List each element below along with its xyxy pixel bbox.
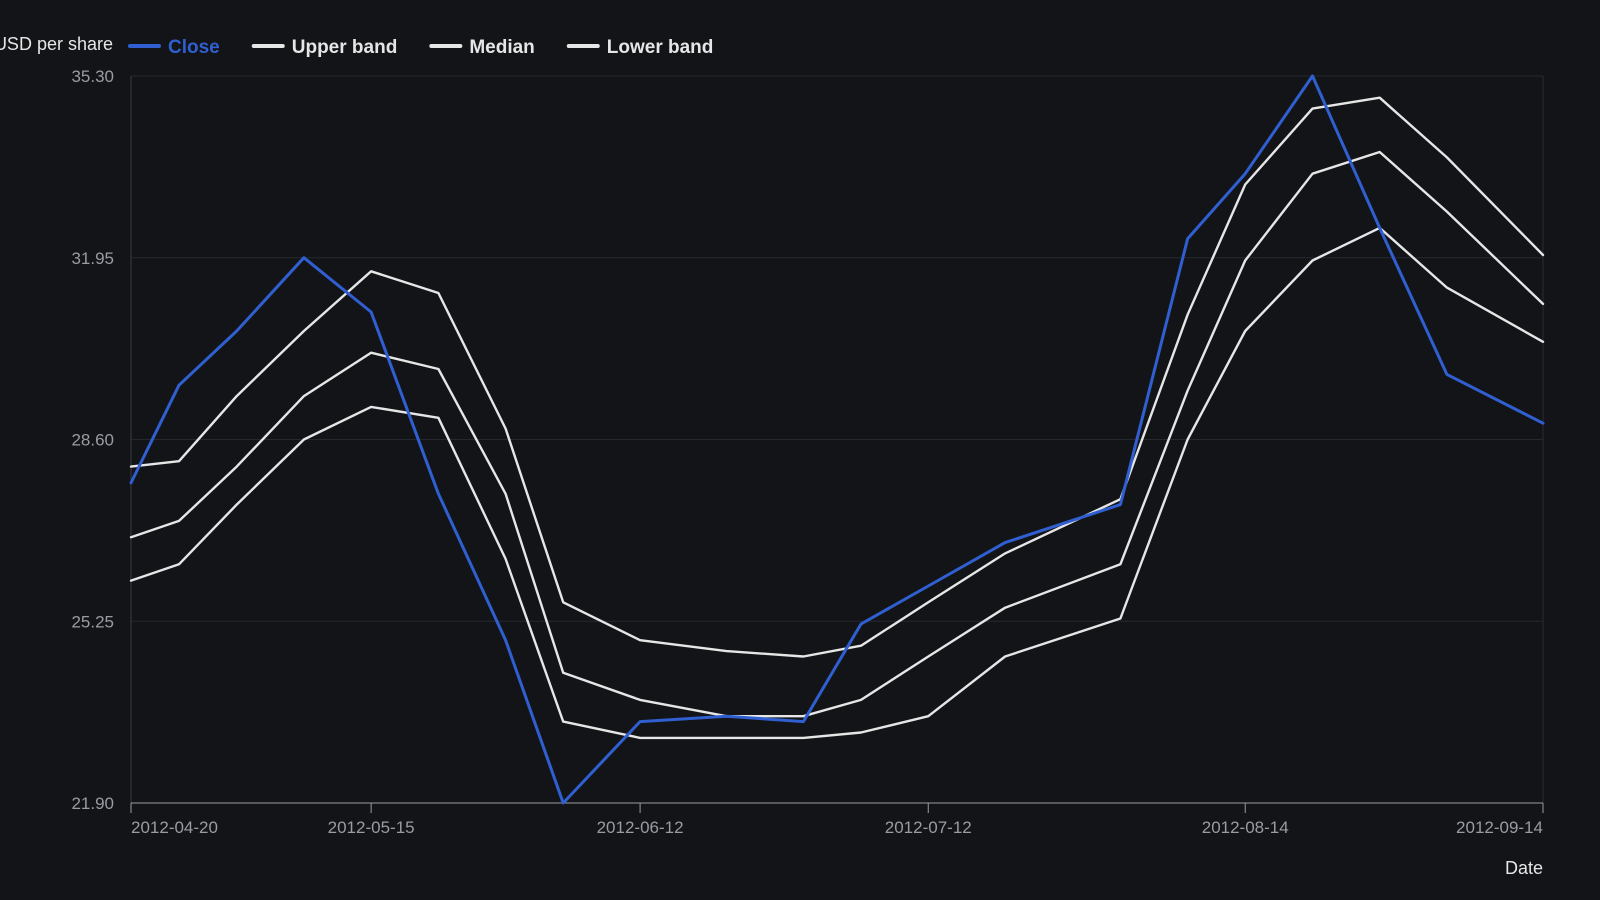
legend-label: Median [469, 37, 534, 58]
legend-label: Close [168, 37, 220, 58]
y-tick-label: 25.25 [71, 612, 114, 631]
y-axis-ticks: 35.30 31.95 28.60 25.25 21.90 [71, 67, 114, 813]
x-axis-title: Date [1505, 858, 1543, 878]
legend-item-upper-band[interactable]: Upper band [251, 37, 398, 58]
legend-label: Lower band [607, 37, 714, 58]
series-line-lower-band [129, 226, 1545, 740]
series-line-median [129, 150, 1545, 718]
y-tick-label: 31.95 [71, 249, 114, 268]
series-line-upper-band [129, 96, 1545, 658]
y-axis-title: USD per share [0, 34, 113, 54]
series-line-close [129, 74, 1545, 805]
x-tick-label: 2012-06-12 [597, 818, 684, 837]
legend-item-lower-band[interactable]: Lower band [566, 37, 714, 58]
y-tick-label: 35.30 [71, 67, 114, 86]
y-tick-label: 21.90 [71, 794, 114, 813]
x-tick-label: 2012-08-14 [1202, 818, 1289, 837]
y-tick-label: 28.60 [71, 431, 114, 450]
axes [130, 76, 1544, 804]
legend-label: Upper band [292, 37, 398, 58]
x-tick-label: 2012-04-20 [131, 818, 218, 837]
series-lines [129, 74, 1545, 805]
legend-item-close[interactable]: Close [128, 37, 220, 58]
x-tick-label: 2012-07-12 [885, 818, 972, 837]
x-tick-label: 2012-09-14 [1456, 818, 1543, 837]
legend[interactable]: Close Upper band Median Lower band [128, 37, 714, 58]
x-axis-ticks: 2012-04-20 2012-05-15 2012-06-12 2012-07-12… [130, 803, 1544, 837]
grid-lines [131, 75, 1543, 804]
x-tick-label: 2012-05-15 [328, 818, 415, 837]
legend-item-median[interactable]: Median [429, 37, 535, 58]
